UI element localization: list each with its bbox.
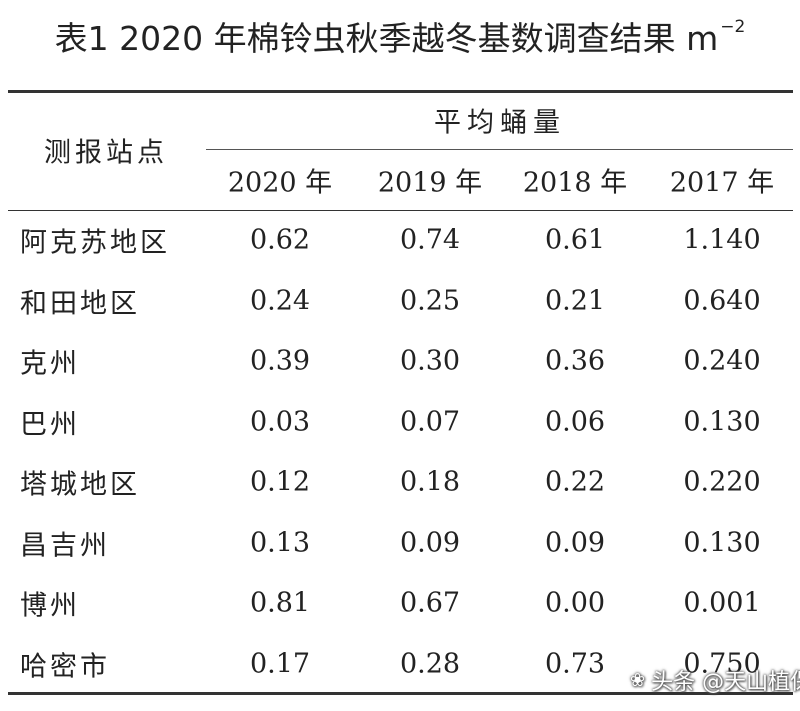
pupae-value-cell: 0.09 (399, 527, 461, 558)
pupae-value-cell: 0.750 (683, 648, 761, 679)
station-name: 昌吉州 (20, 530, 110, 561)
pupae-value-cell: 0.81 (249, 587, 311, 619)
pupae-value-cell: 0.17 (249, 648, 311, 679)
pupae-value-cell: 0.220 (683, 466, 761, 498)
pupae-value-cell: 0.06 (544, 406, 606, 437)
unit-superscript: −2 (720, 17, 746, 37)
station-name: 克州 (20, 348, 80, 380)
pupae-value-cell: 0.00 (544, 587, 606, 619)
pupae-value-cell: 0.61 (544, 224, 606, 256)
pupae-value-cell: 1.140 (683, 224, 761, 256)
pupae-value-cell: 0.240 (683, 345, 761, 377)
pupae-value-cell: 0.39 (249, 345, 311, 377)
pupae-group-header: 平均蛹量 (434, 107, 566, 139)
pupae-value-cell: 0.640 (683, 285, 761, 316)
table-title: 表1 2020 年棉铃虫秋季越冬基数调查结果 m −2 (0, 12, 800, 60)
pupae-value-cell: 0.130 (683, 406, 761, 437)
pupae-value-cell: 0.001 (683, 587, 761, 619)
pupae-value-cell: 0.130 (683, 527, 761, 558)
station-column-header: 测报站点 (44, 137, 168, 169)
table-bottom-rule (8, 692, 793, 695)
pupae-value-cell: 0.13 (249, 527, 311, 558)
pupae-value-cell: 0.21 (544, 285, 606, 316)
pupae-value-cell: 0.73 (544, 648, 606, 679)
pupae-value-cell: 0.67 (399, 587, 461, 619)
pupae-value-cell: 0.30 (399, 345, 461, 377)
station-name: 博州 (20, 590, 80, 622)
station-name: 哈密市 (20, 651, 110, 682)
header-bottom-rule (8, 210, 793, 211)
pupae-value-cell: 0.09 (544, 527, 606, 558)
table-top-rule (8, 90, 793, 93)
pupae-value-cell: 0.22 (544, 466, 606, 498)
pupae-value-cell: 0.36 (544, 345, 606, 377)
table-title-text: 表1 2020 年棉铃虫秋季越冬基数调查结果 m (54, 19, 719, 58)
pupae-value-cell: 0.18 (399, 466, 461, 498)
pupae-value-cell: 0.24 (249, 285, 311, 316)
pupae-value-cell: 0.12 (249, 466, 311, 498)
pupae-value-cell: 0.03 (249, 406, 311, 437)
group-header-rule (206, 149, 793, 150)
sprout-icon: ❀ (630, 669, 646, 691)
pupae-value-cell: 0.25 (399, 285, 461, 316)
year-column-header: 2019 年 (377, 167, 483, 199)
year-column-header: 2020 年 (227, 167, 333, 199)
station-name: 和田地区 (20, 288, 140, 319)
pupae-value-cell: 0.07 (399, 406, 461, 437)
watermark-text: 头条 @天山植保 (651, 670, 800, 695)
year-column-header: 2017 年 (669, 167, 775, 199)
pupae-value-cell: 0.62 (249, 224, 311, 256)
station-name: 阿克苏地区 (20, 227, 170, 259)
year-column-header: 2018 年 (522, 167, 628, 199)
watermark: ❀ 头条 @天山植保 (630, 662, 800, 698)
pupae-value-cell: 0.28 (399, 648, 461, 679)
pupae-value-cell: 0.74 (399, 224, 461, 256)
station-name: 塔城地区 (20, 469, 140, 501)
station-name: 巴州 (20, 409, 80, 440)
